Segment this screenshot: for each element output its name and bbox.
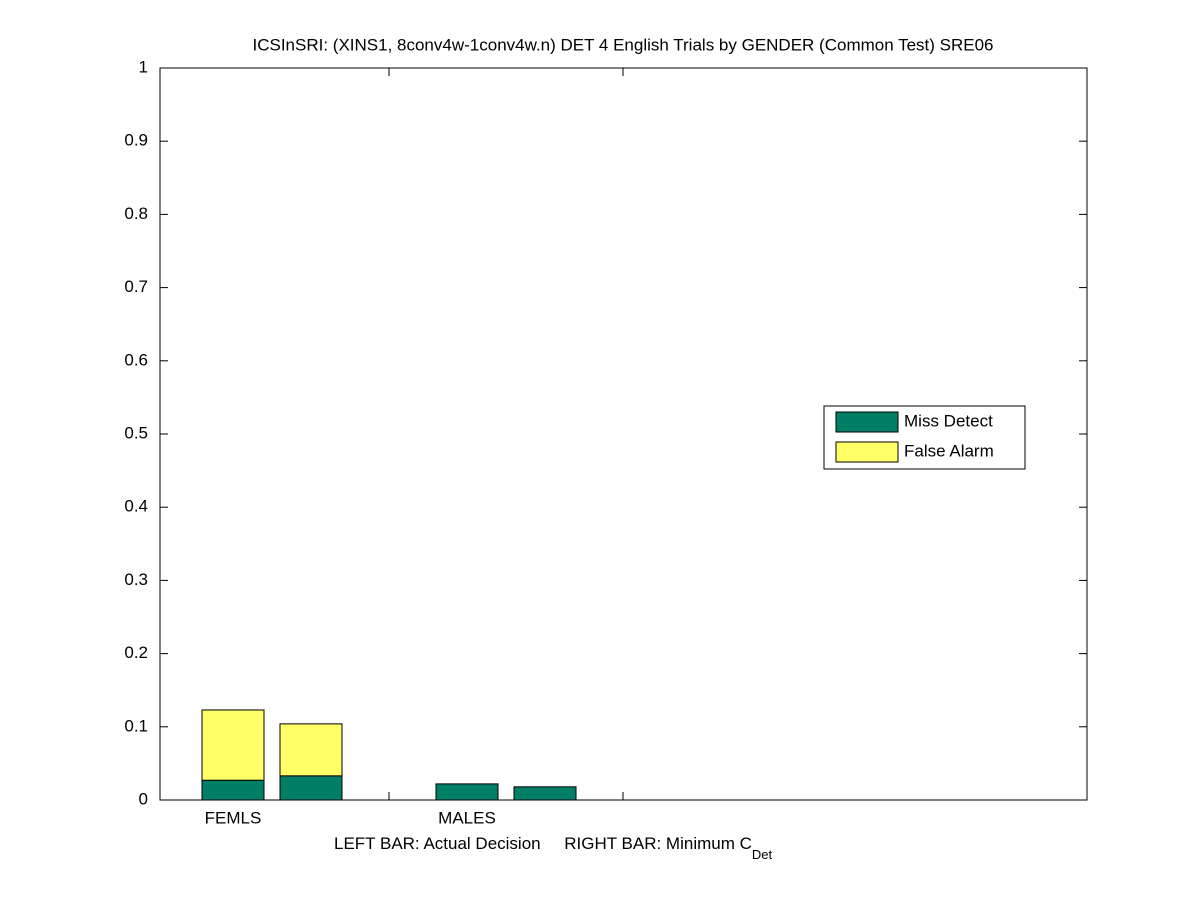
y-tick-label: 0.9 xyxy=(124,131,148,150)
y-tick-label: 0.5 xyxy=(124,423,148,442)
x-tick-label: FEMLS xyxy=(205,808,262,827)
x-axis-label-subscript: Det xyxy=(752,847,773,862)
bar-segment xyxy=(279,775,343,801)
bar-segment xyxy=(201,709,265,781)
bar-segment xyxy=(201,779,265,801)
x-tick-label: MALES xyxy=(438,808,496,827)
bar-segment xyxy=(513,786,577,801)
legend-swatch xyxy=(835,441,899,463)
y-tick-label: 1 xyxy=(139,57,148,76)
y-tick-label: 0 xyxy=(139,789,148,808)
y-tick-label: 0.3 xyxy=(124,570,148,589)
bar-segment xyxy=(279,723,343,777)
x-axis-label-text: LEFT BAR: Actual Decision RIGHT BAR: Min… xyxy=(334,834,752,853)
y-tick-label: 0.4 xyxy=(124,497,148,516)
bar-segment xyxy=(435,783,499,801)
legend-label: False Alarm xyxy=(904,441,994,460)
legend-swatch xyxy=(835,411,899,433)
legend-label: Miss Detect xyxy=(904,411,993,430)
y-tick-label: 0.8 xyxy=(124,204,148,223)
y-tick-label: 0.6 xyxy=(124,350,148,369)
y-tick-label: 0.1 xyxy=(124,716,148,735)
chart-title: ICSInSRI: (XINS1, 8conv4w-1conv4w.n) DET… xyxy=(252,35,993,54)
x-axis-label: LEFT BAR: Actual Decision RIGHT BAR: Min… xyxy=(334,834,772,862)
y-tick-label: 0.2 xyxy=(124,643,148,662)
y-tick-label: 0.7 xyxy=(124,277,148,296)
